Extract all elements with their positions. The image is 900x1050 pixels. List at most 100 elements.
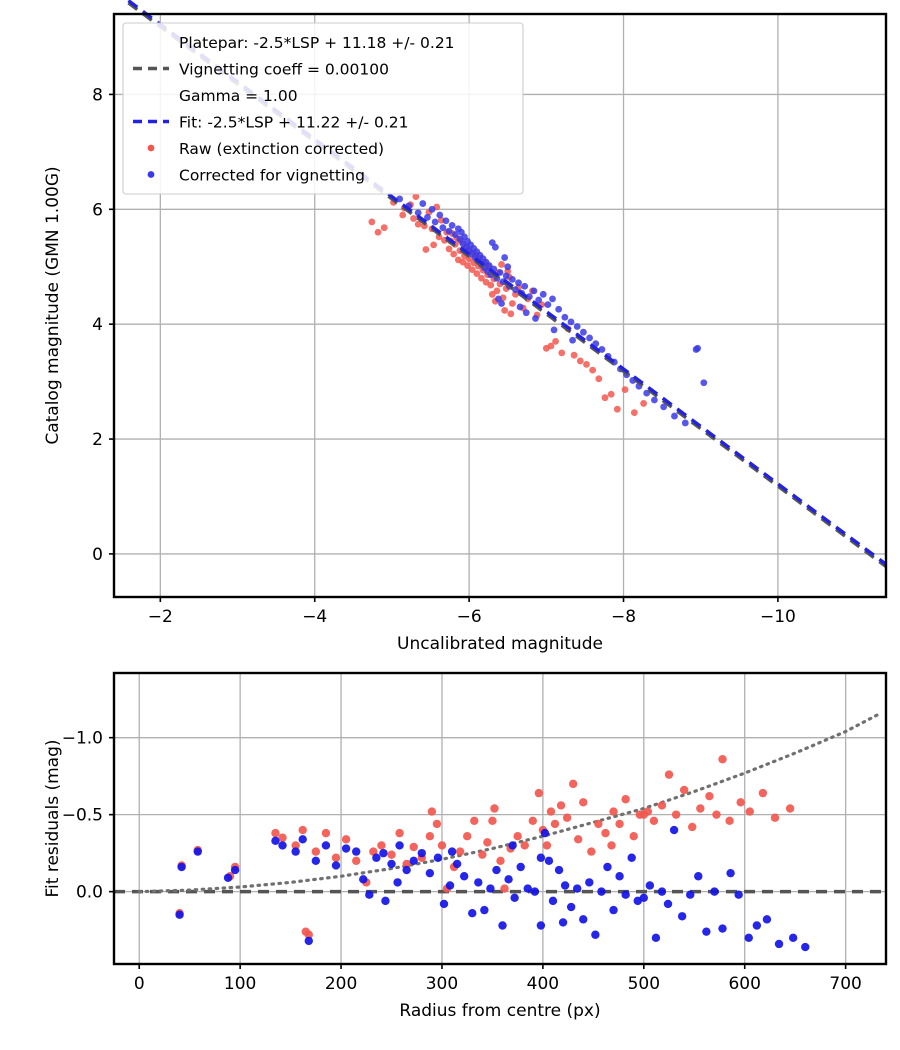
data-point xyxy=(718,924,727,933)
data-point xyxy=(395,828,404,838)
data-point xyxy=(696,804,705,813)
data-point xyxy=(450,250,458,258)
xtick-label-4: 400 xyxy=(527,974,559,994)
data-point xyxy=(304,936,313,946)
data-point xyxy=(414,220,422,228)
data-point xyxy=(788,933,798,943)
data-point xyxy=(492,865,501,875)
data-point xyxy=(425,832,435,841)
data-point xyxy=(591,930,600,939)
data-point xyxy=(468,266,476,273)
data-point xyxy=(193,847,202,856)
data-point xyxy=(445,881,455,890)
data-point xyxy=(657,887,667,896)
data-point xyxy=(586,334,593,342)
data-point xyxy=(291,847,300,856)
data-point xyxy=(223,873,233,882)
data-point xyxy=(377,841,386,850)
data-point xyxy=(609,905,618,915)
data-point xyxy=(409,842,418,852)
ytick-label-0: 0 xyxy=(92,545,103,565)
data-point xyxy=(552,338,559,345)
data-point xyxy=(513,832,522,841)
data-point xyxy=(341,844,351,853)
data-point xyxy=(579,328,587,336)
data-point xyxy=(278,833,287,842)
platepar-line xyxy=(121,0,888,568)
data-point xyxy=(576,357,584,365)
data-point xyxy=(452,859,462,869)
data-point xyxy=(433,853,443,862)
fit-residuals-spines xyxy=(112,671,888,966)
ytick-label-1: −0.5 xyxy=(62,806,103,826)
data-point xyxy=(542,841,552,850)
data-point xyxy=(520,841,529,850)
ytick-label-0: 0.0 xyxy=(76,883,103,903)
data-point xyxy=(546,807,556,816)
ytick-label-3: 6 xyxy=(92,200,103,220)
xtick-label-1: 100 xyxy=(224,974,256,994)
data-point xyxy=(536,921,546,930)
data-point xyxy=(496,856,505,866)
data-point xyxy=(677,912,687,921)
legend-label-3: Fit: -2.5*LSP + 11.22 +/- 0.21 xyxy=(179,114,409,132)
data-point xyxy=(621,386,629,394)
data-point xyxy=(694,872,703,881)
data-point xyxy=(368,218,376,226)
data-point xyxy=(532,315,539,322)
data-point xyxy=(448,221,456,229)
data-point xyxy=(365,890,374,899)
data-point xyxy=(710,887,719,896)
data-point xyxy=(651,396,658,404)
data-point xyxy=(486,884,495,893)
data-point xyxy=(613,405,621,413)
data-point xyxy=(558,349,566,357)
data-point xyxy=(601,394,609,402)
data-point xyxy=(487,281,495,289)
data-point xyxy=(463,832,472,841)
data-point xyxy=(549,295,556,303)
data-point xyxy=(175,910,184,919)
data-point xyxy=(558,918,568,927)
data-point xyxy=(539,290,547,298)
data-point xyxy=(341,835,351,844)
data-point xyxy=(554,865,564,875)
data-point xyxy=(414,209,422,217)
fit-residuals-axes: 0 100 200 300 400 500 600 700 0.0 −0.5 −1.0 Radius … xyxy=(43,671,888,1021)
data-point xyxy=(774,939,784,949)
data-point xyxy=(507,310,515,318)
data-point xyxy=(550,819,560,829)
data-point xyxy=(598,346,606,353)
xtick-label-0: 0 xyxy=(134,974,145,994)
data-point xyxy=(485,262,493,269)
data-point xyxy=(478,850,487,859)
data-point xyxy=(508,300,516,307)
data-point xyxy=(550,326,558,334)
data-point xyxy=(762,915,772,924)
data-point xyxy=(574,835,583,844)
data-point xyxy=(745,807,754,816)
data-point xyxy=(291,841,300,850)
data-point xyxy=(515,279,522,287)
data-point xyxy=(374,228,382,236)
data-point xyxy=(395,841,404,850)
data-point xyxy=(528,816,537,826)
data-point xyxy=(629,832,638,841)
data-point xyxy=(547,342,555,350)
series-corrected xyxy=(396,195,708,427)
data-point xyxy=(585,878,594,887)
data-point xyxy=(609,807,618,816)
data-point xyxy=(410,215,417,222)
data-point xyxy=(621,890,630,899)
ytick-label-1: 2 xyxy=(92,430,103,450)
data-point xyxy=(664,770,674,779)
data-point xyxy=(473,270,481,278)
data-point xyxy=(801,942,810,952)
data-point xyxy=(439,899,449,909)
data-point xyxy=(402,859,411,869)
data-point xyxy=(387,859,396,869)
data-point xyxy=(573,884,582,893)
data-point xyxy=(530,887,540,896)
data-point xyxy=(562,813,572,822)
